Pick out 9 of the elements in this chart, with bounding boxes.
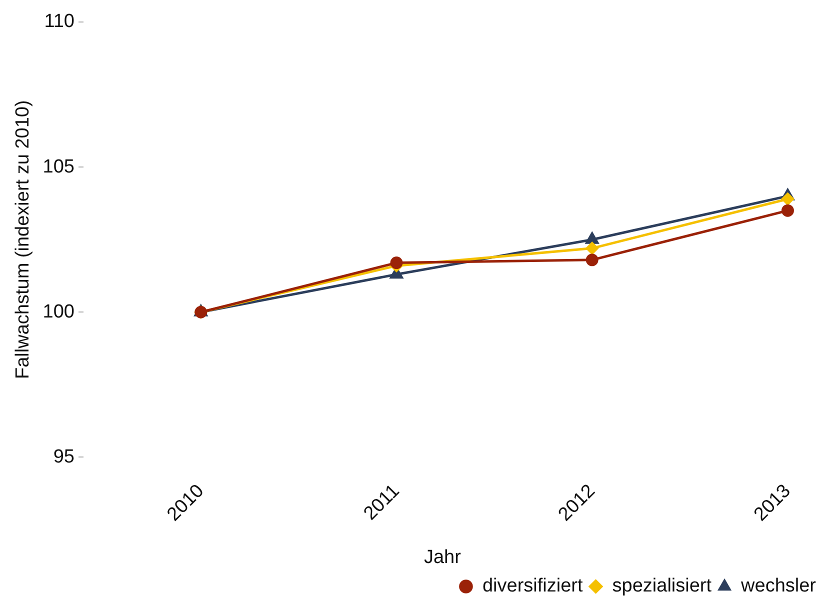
y-tick-label: 100 xyxy=(42,301,74,322)
legend-label: spezialisiert xyxy=(612,576,712,597)
y-axis-title: Fallwachstum (indexiert zu 2010) xyxy=(12,100,34,379)
x-axis-title: Jahr xyxy=(424,546,462,568)
legend-label: wechsler xyxy=(740,576,817,597)
y-tick-label: 105 xyxy=(42,156,74,178)
legend-label: diversifiziert xyxy=(482,576,584,597)
y-tick-label: 110 xyxy=(44,11,74,32)
y-tick-label: 95 xyxy=(53,446,74,468)
